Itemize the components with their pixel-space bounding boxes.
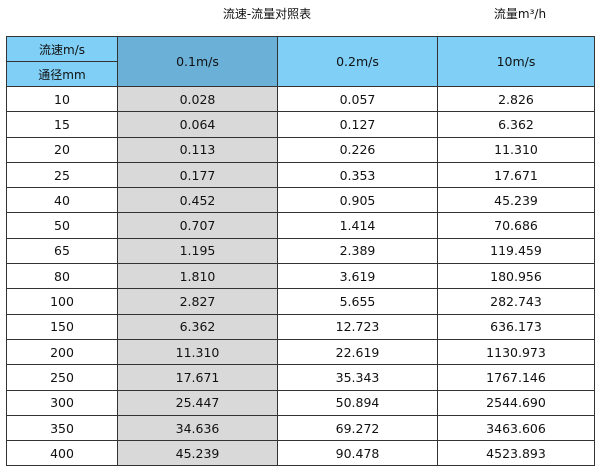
unit-label: 流量m³/h bbox=[493, 7, 547, 21]
flow-cell: 1767.146 bbox=[437, 364, 595, 391]
flow-cell: 22.619 bbox=[277, 338, 438, 366]
flow-cell: 11.310 bbox=[117, 338, 278, 366]
flow-cell: 0.113 bbox=[117, 136, 278, 163]
table-row: 400 45.239 90.478 4523.893 bbox=[6, 440, 595, 466]
table-row: 65 1.195 2.389 119.459 bbox=[6, 237, 595, 265]
diameter-cell: 40 bbox=[6, 187, 118, 214]
column-header: 0.1m/s bbox=[117, 36, 278, 87]
table-title: 流速-流量对照表 bbox=[222, 7, 312, 21]
flow-cell: 5.655 bbox=[277, 288, 438, 315]
flow-cell: 0.127 bbox=[277, 111, 438, 138]
diameter-cell: 300 bbox=[6, 389, 118, 416]
diameter-cell: 350 bbox=[6, 414, 118, 442]
column-header: 0.2m/s bbox=[277, 36, 438, 87]
flow-cell: 1.195 bbox=[117, 237, 278, 265]
table-row: 150 6.362 12.723 636.173 bbox=[6, 313, 595, 340]
table-row: 250 17.671 35.343 1767.146 bbox=[6, 364, 595, 391]
flow-cell: 0.064 bbox=[117, 111, 278, 138]
flow-cell: 2.827 bbox=[117, 288, 278, 315]
flow-cell: 0.226 bbox=[277, 136, 438, 163]
diameter-cell: 25 bbox=[6, 161, 118, 189]
diameter-cell: 65 bbox=[6, 237, 118, 265]
flow-cell: 119.459 bbox=[437, 237, 595, 265]
flow-cell: 12.723 bbox=[277, 313, 438, 340]
diameter-cell: 150 bbox=[6, 313, 118, 340]
flow-cell: 45.239 bbox=[117, 440, 278, 466]
table-row: 40 0.452 0.905 45.239 bbox=[6, 187, 595, 214]
diameter-cell: 80 bbox=[6, 263, 118, 290]
flow-cell: 34.636 bbox=[117, 414, 278, 442]
velocity-header: 流速m/s bbox=[6, 36, 118, 62]
flow-cell: 4523.893 bbox=[437, 440, 595, 466]
flow-cell: 0.057 bbox=[277, 85, 438, 113]
diameter-cell: 20 bbox=[6, 136, 118, 163]
flow-cell: 1130.973 bbox=[437, 338, 595, 366]
flow-cell: 2544.690 bbox=[437, 389, 595, 416]
flow-cell: 6.362 bbox=[437, 111, 595, 138]
table-row: 50 0.707 1.414 70.686 bbox=[6, 212, 595, 239]
diameter-cell: 50 bbox=[6, 212, 118, 239]
flow-cell: 180.956 bbox=[437, 263, 595, 290]
diameter-cell: 250 bbox=[6, 364, 118, 391]
flow-cell: 25.447 bbox=[117, 389, 278, 416]
flow-cell: 50.894 bbox=[277, 389, 438, 416]
table-row: 10 0.028 0.057 2.826 bbox=[6, 85, 595, 113]
flow-cell: 1.810 bbox=[117, 263, 278, 290]
flow-cell: 636.173 bbox=[437, 313, 595, 340]
diameter-cell: 200 bbox=[6, 338, 118, 366]
flow-cell: 3.619 bbox=[277, 263, 438, 290]
table-row: 20 0.113 0.226 11.310 bbox=[6, 136, 595, 163]
flow-cell: 2.389 bbox=[277, 237, 438, 265]
table-row: 25 0.177 0.353 17.671 bbox=[6, 161, 595, 189]
table-row: 300 25.447 50.894 2544.690 bbox=[6, 389, 595, 416]
table-row: 200 11.310 22.619 1130.973 bbox=[6, 338, 595, 366]
flow-cell: 282.743 bbox=[437, 288, 595, 315]
flow-cell: 3463.606 bbox=[437, 414, 595, 442]
flow-cell: 0.353 bbox=[277, 161, 438, 189]
table-row: 350 34.636 69.272 3463.606 bbox=[6, 414, 595, 442]
diameter-header: 通径mm bbox=[6, 61, 118, 87]
flow-table: 流速m/s 0.1m/s 0.2m/s 10m/s 通径mm 10 0.028 0.… bbox=[6, 36, 595, 466]
flow-cell: 1.414 bbox=[277, 212, 438, 239]
diameter-cell: 15 bbox=[6, 111, 118, 138]
flow-cell: 17.671 bbox=[437, 161, 595, 189]
flow-cell: 0.707 bbox=[117, 212, 278, 239]
diameter-cell: 400 bbox=[6, 440, 118, 466]
flow-cell: 17.671 bbox=[117, 364, 278, 391]
flow-cell: 0.177 bbox=[117, 161, 278, 189]
table-row: 100 2.827 5.655 282.743 bbox=[6, 288, 595, 315]
table-row: 15 0.064 0.127 6.362 bbox=[6, 111, 595, 138]
diameter-cell: 100 bbox=[6, 288, 118, 315]
flow-cell: 0.905 bbox=[277, 187, 438, 214]
flow-cell: 35.343 bbox=[277, 364, 438, 391]
column-header: 10m/s bbox=[437, 36, 595, 87]
flow-cell: 11.310 bbox=[437, 136, 595, 163]
flow-cell: 45.239 bbox=[437, 187, 595, 214]
table-row: 80 1.810 3.619 180.956 bbox=[6, 263, 595, 290]
flow-cell: 0.452 bbox=[117, 187, 278, 214]
flow-cell: 70.686 bbox=[437, 212, 595, 239]
diameter-cell: 10 bbox=[6, 85, 118, 113]
flow-cell: 2.826 bbox=[437, 85, 595, 113]
flow-cell: 69.272 bbox=[277, 414, 438, 442]
flow-cell: 6.362 bbox=[117, 313, 278, 340]
flow-cell: 90.478 bbox=[277, 440, 438, 466]
flow-cell: 0.028 bbox=[117, 85, 278, 113]
